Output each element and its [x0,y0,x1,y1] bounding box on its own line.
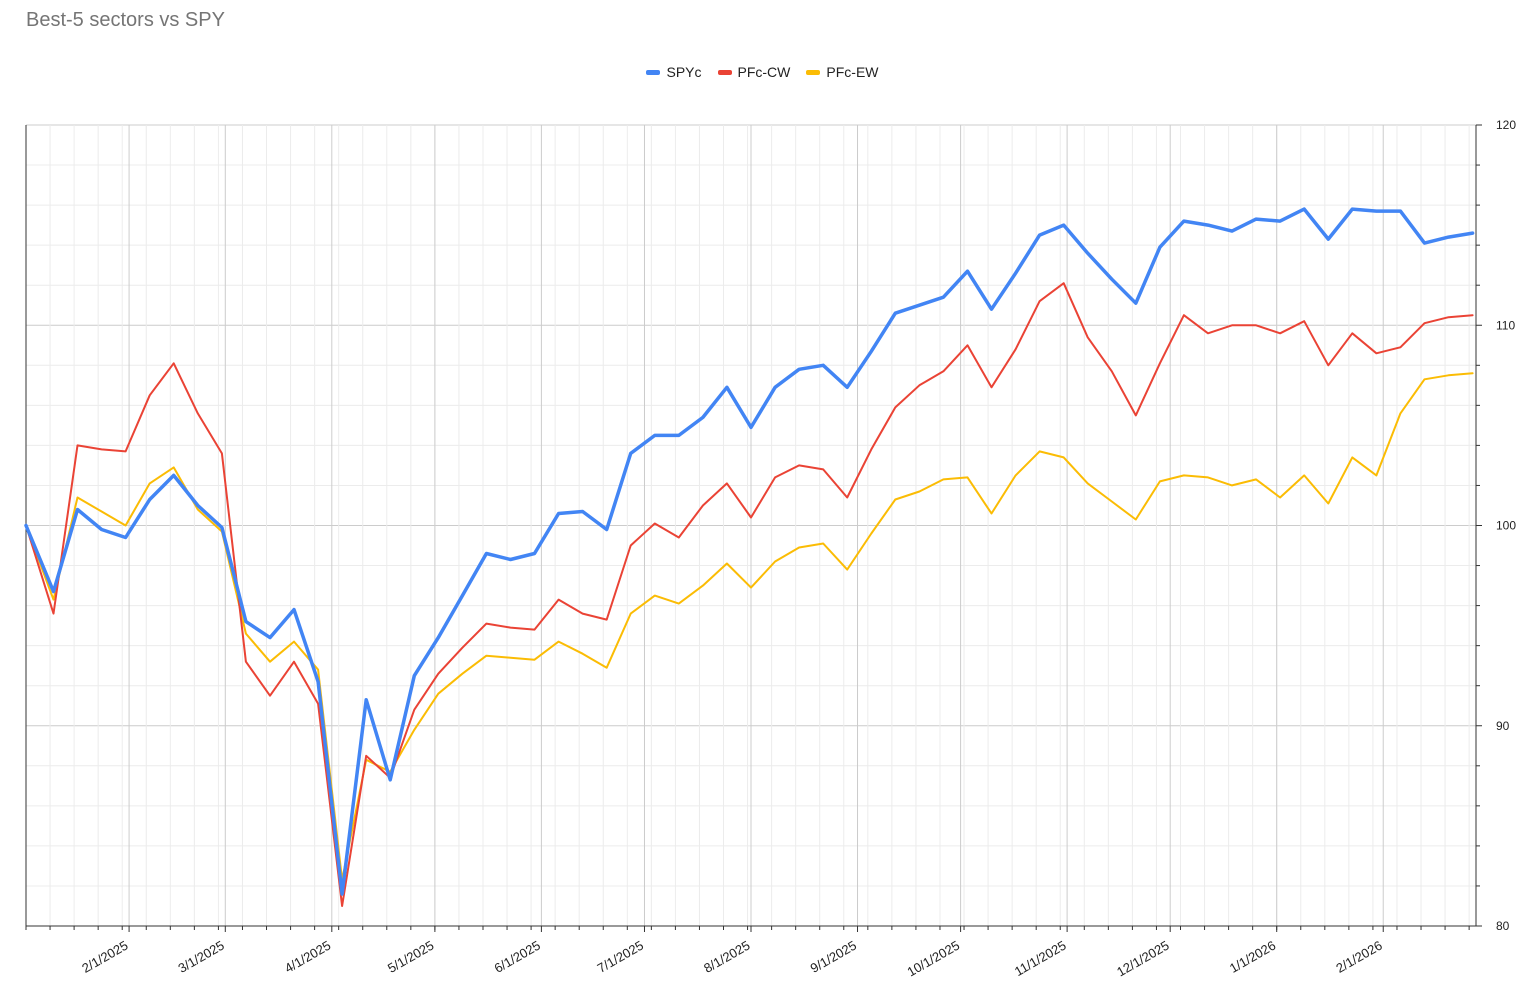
legend-swatch-pfc-cw [717,69,732,75]
legend-item-spyc[interactable]: SPYc [646,64,702,80]
x-tick-label: 5/1/2025 [385,938,436,976]
legend-item-pfc-cw[interactable]: PFc-CW [717,64,791,80]
x-tick-label: 3/1/2025 [175,938,226,976]
x-tick-label: 4/1/2025 [282,938,333,976]
y-tick-label: 80 [1496,919,1510,933]
x-tick-label: 7/1/2025 [595,938,646,976]
legend-label-pfc-ew: PFc-EW [826,64,879,80]
series-line-pfc-cw [25,282,1474,907]
x-tick-label: 12/1/2025 [1114,938,1172,980]
x-tick-label: 8/1/2025 [701,938,752,976]
x-tick-label: 2/1/2025 [79,938,130,976]
y-tick-label: 100 [1496,519,1516,533]
x-tick-label: 11/1/2025 [1012,938,1069,979]
legend: SPYc PFc-CW PFc-EW [0,64,1525,80]
x-tick-label: 1/1/2026 [1227,938,1278,976]
x-tick-label: 10/1/2025 [905,938,963,980]
legend-label-spyc: SPYc [666,64,702,80]
legend-swatch-pfc-ew [806,69,821,75]
x-tick-label: 9/1/2025 [808,938,859,976]
x-tick-label: 2/1/2026 [1333,938,1384,976]
y-tick-label: 110 [1496,318,1515,332]
legend-swatch-spyc [646,69,661,75]
y-tick-label: 90 [1496,719,1510,733]
x-tick-label: 6/1/2025 [492,938,543,976]
chart-title: Best-5 sectors vs SPY [26,9,225,31]
y-tick-label: 120 [1496,118,1516,132]
legend-item-pfc-ew[interactable]: PFc-EW [806,64,879,80]
legend-label-pfc-cw: PFc-CW [737,64,791,80]
series-line-pfc-ew [25,372,1474,881]
series-line-spyc [24,207,1475,896]
